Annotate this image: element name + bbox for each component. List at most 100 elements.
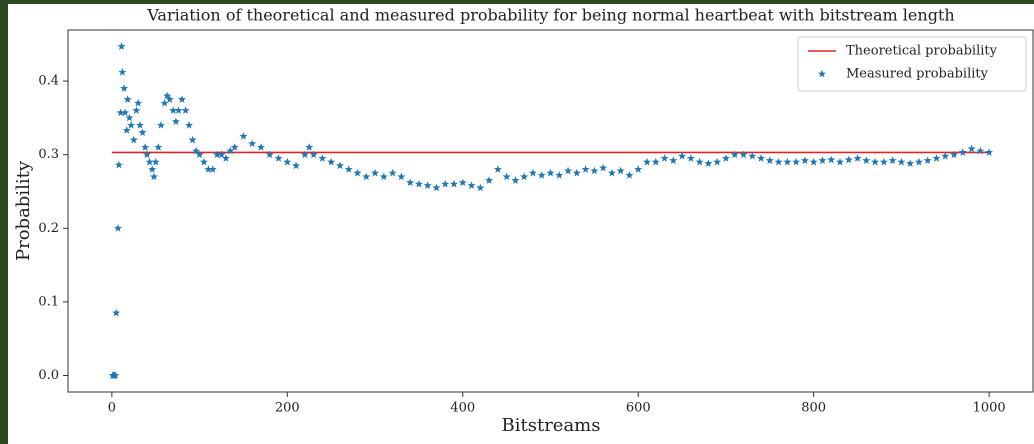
measured-point bbox=[651, 157, 660, 166]
measured-point bbox=[713, 157, 722, 166]
measured-point bbox=[116, 108, 125, 117]
y-tick-label: 0.1 bbox=[38, 294, 59, 309]
measured-point bbox=[300, 150, 309, 159]
y-tick-label: 0.0 bbox=[38, 368, 59, 383]
measured-point bbox=[423, 181, 432, 189]
measured-point bbox=[132, 106, 141, 114]
measured-point bbox=[149, 172, 158, 181]
measured-point bbox=[145, 157, 154, 166]
measured-point bbox=[160, 98, 169, 107]
measured-point bbox=[141, 143, 150, 151]
measured-point bbox=[721, 154, 730, 162]
measured-point bbox=[950, 150, 959, 159]
x-tick-label: 600 bbox=[626, 401, 651, 416]
measured-point bbox=[120, 84, 129, 92]
x-tick-label: 800 bbox=[801, 401, 826, 416]
measured-point bbox=[199, 157, 208, 166]
measured-point bbox=[163, 91, 172, 100]
measured-point bbox=[695, 157, 704, 166]
measured-point bbox=[129, 135, 138, 144]
measured-point bbox=[318, 154, 327, 162]
measured-point bbox=[114, 224, 122, 232]
measured-point bbox=[432, 183, 441, 192]
measured-point bbox=[292, 161, 301, 170]
measured-point bbox=[142, 150, 151, 159]
plot-frame bbox=[67, 29, 1034, 393]
measured-point bbox=[686, 154, 695, 162]
measured-point bbox=[941, 151, 950, 160]
measured-point bbox=[188, 135, 197, 144]
measured-point bbox=[114, 160, 123, 169]
measured-point bbox=[546, 168, 555, 177]
measured-point bbox=[195, 150, 204, 159]
measured-point bbox=[117, 42, 126, 50]
measured-point bbox=[414, 179, 423, 188]
measured-point bbox=[572, 168, 581, 177]
measured-point bbox=[879, 157, 888, 166]
measured-point bbox=[985, 148, 994, 156]
measured-point bbox=[157, 121, 165, 129]
measured-point bbox=[748, 151, 757, 160]
measured-point bbox=[958, 148, 967, 156]
measured-point bbox=[853, 154, 862, 162]
chart-title: Variation of theoretical and measured pr… bbox=[146, 6, 954, 25]
measured-point bbox=[226, 146, 235, 155]
measured-point bbox=[121, 108, 130, 117]
measured-point bbox=[634, 165, 643, 173]
measured-point bbox=[192, 146, 201, 155]
measured-point bbox=[581, 165, 590, 173]
measured-point bbox=[118, 68, 127, 76]
measured-point bbox=[165, 95, 174, 103]
measured-point bbox=[818, 156, 827, 164]
measured-point bbox=[151, 157, 160, 166]
measured-point bbox=[502, 172, 511, 181]
x-tick-label: 400 bbox=[450, 401, 475, 416]
measured-point bbox=[217, 150, 226, 159]
measured-point bbox=[112, 308, 121, 317]
measured-point bbox=[511, 176, 520, 184]
measured-point bbox=[450, 179, 458, 188]
x-axis-label: Bitstreams bbox=[502, 415, 601, 436]
measured-point bbox=[476, 183, 485, 192]
x-tick-label: 1000 bbox=[973, 401, 1006, 416]
measured-point bbox=[353, 168, 362, 177]
legend-label: Theoretical probability bbox=[846, 44, 998, 59]
measured-point bbox=[204, 165, 213, 173]
measured-point bbox=[932, 154, 941, 162]
measured-point bbox=[135, 121, 144, 129]
measured-point bbox=[127, 121, 136, 129]
measured-point bbox=[765, 156, 774, 164]
y-tick-label: 0.2 bbox=[38, 221, 59, 236]
y-tick-label: 0.4 bbox=[38, 74, 59, 89]
measured-point bbox=[871, 157, 880, 166]
measured-point bbox=[111, 371, 120, 379]
measured-point bbox=[265, 150, 274, 159]
measured-point bbox=[181, 106, 190, 114]
measured-point bbox=[809, 157, 818, 166]
measured-point bbox=[862, 156, 871, 164]
measured-point bbox=[230, 143, 239, 151]
measured-point bbox=[169, 106, 178, 114]
measured-point bbox=[305, 143, 314, 151]
measured-point bbox=[138, 128, 147, 137]
measured-point bbox=[730, 150, 739, 159]
measured-point bbox=[625, 171, 634, 179]
measured-point bbox=[327, 157, 336, 166]
measured-point bbox=[836, 157, 844, 166]
measured-point bbox=[371, 168, 380, 177]
measured-point bbox=[757, 154, 766, 162]
measured-point bbox=[669, 156, 678, 164]
measured-point bbox=[134, 98, 143, 107]
measured-point bbox=[406, 178, 415, 187]
legend-label: Measured probability bbox=[846, 67, 989, 82]
measured-point bbox=[493, 165, 502, 173]
measured-point bbox=[520, 172, 529, 181]
measured-point bbox=[213, 150, 222, 159]
measured-point bbox=[923, 156, 932, 164]
measured-point bbox=[967, 144, 976, 153]
measured-point bbox=[704, 159, 713, 167]
measured-point bbox=[397, 172, 406, 181]
measured-point bbox=[590, 166, 599, 175]
